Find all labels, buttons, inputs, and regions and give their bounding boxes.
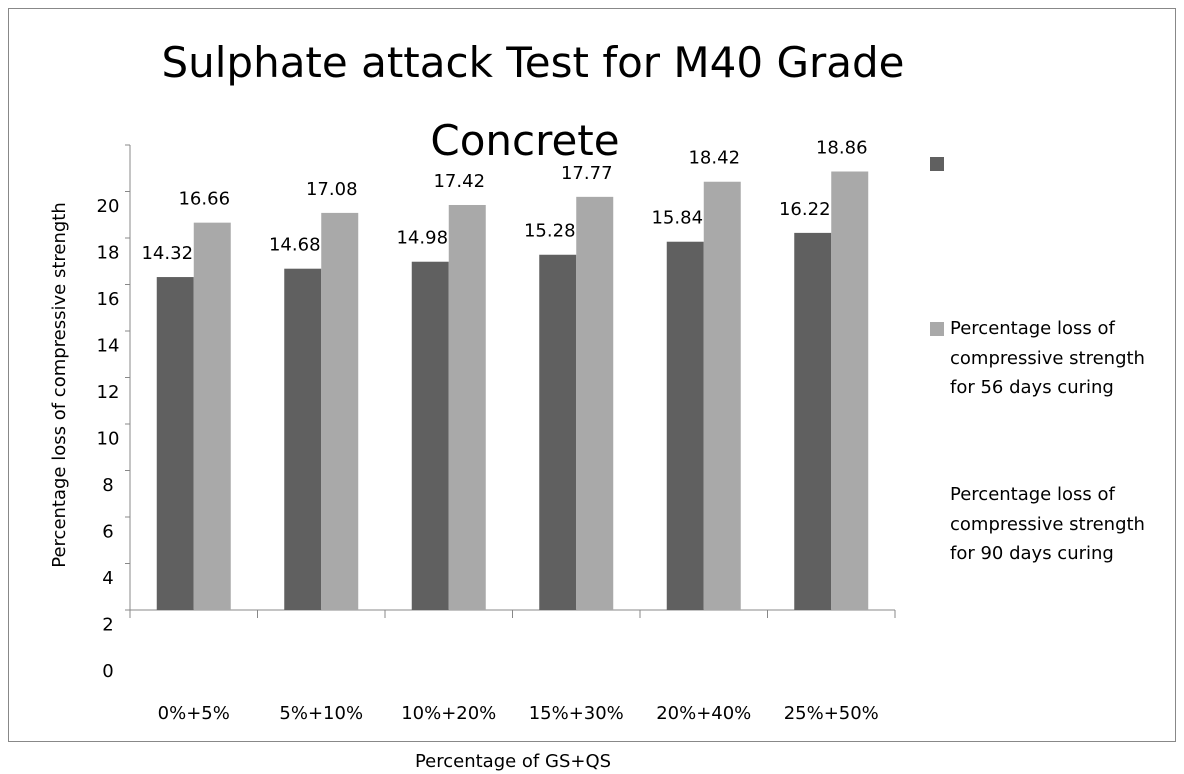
value-label: 15.28: [524, 221, 576, 242]
y-tick-label: 16: [97, 289, 120, 310]
value-label: 15.84: [651, 208, 703, 229]
y-tick-label: 0: [102, 661, 113, 682]
y-tick-label: 18: [97, 243, 120, 264]
bar: [794, 232, 832, 610]
legend-swatch: [930, 322, 944, 336]
value-label: 18.42: [688, 148, 740, 169]
x-tick-label: 25%+50%: [784, 703, 879, 724]
value-label: 14.32: [141, 243, 193, 264]
bar: [576, 196, 614, 610]
value-label: 18.86: [816, 138, 868, 159]
bar: [666, 241, 704, 610]
bar: [703, 181, 741, 611]
y-tick-label: 8: [102, 475, 113, 496]
x-tick-label: 0%+5%: [158, 703, 230, 724]
bar: [831, 171, 869, 610]
legend-label: Percentage loss of compressive strength …: [950, 484, 1145, 564]
x-axis-label: Percentage of GS+QS: [415, 751, 611, 772]
bar: [411, 261, 449, 610]
y-tick-label: 10: [97, 429, 120, 450]
bar: [448, 204, 486, 611]
y-tick-label: 20: [97, 196, 120, 217]
y-tick-label: 4: [102, 568, 113, 589]
y-tick-label: 6: [102, 522, 113, 543]
title-line: Concrete: [430, 116, 619, 165]
x-tick-label: 10%+20%: [401, 703, 496, 724]
legend-label: Percentage loss of compressive strength …: [950, 318, 1145, 398]
y-tick-label: 2: [102, 615, 113, 636]
value-label: 17.77: [561, 163, 613, 184]
bar: [156, 277, 194, 610]
chart-border: [8, 8, 1176, 742]
value-label: 17.42: [433, 171, 485, 192]
y-tick-label: 14: [97, 336, 120, 357]
y-axis-label: Percentage loss of compressive strength: [49, 202, 70, 568]
value-label: 14.98: [396, 228, 448, 249]
value-label: 16.22: [779, 199, 831, 220]
x-tick-label: 15%+30%: [529, 703, 624, 724]
chart-title: Sulphate attack Test for M40 Grade Concre…: [161, 38, 904, 165]
value-label: 14.68: [269, 235, 321, 256]
bar: [284, 268, 322, 610]
value-label: 16.66: [178, 189, 230, 210]
x-tick-label: 20%+40%: [656, 703, 751, 724]
x-tick-label: 5%+10%: [279, 703, 363, 724]
y-tick-label: 12: [97, 382, 120, 403]
title-line: Sulphate attack Test for M40 Grade: [161, 38, 904, 87]
legend-swatch: [930, 157, 944, 171]
bar: [193, 222, 231, 610]
bar: [539, 254, 577, 611]
bar: [321, 212, 359, 610]
value-label: 17.08: [306, 179, 358, 200]
